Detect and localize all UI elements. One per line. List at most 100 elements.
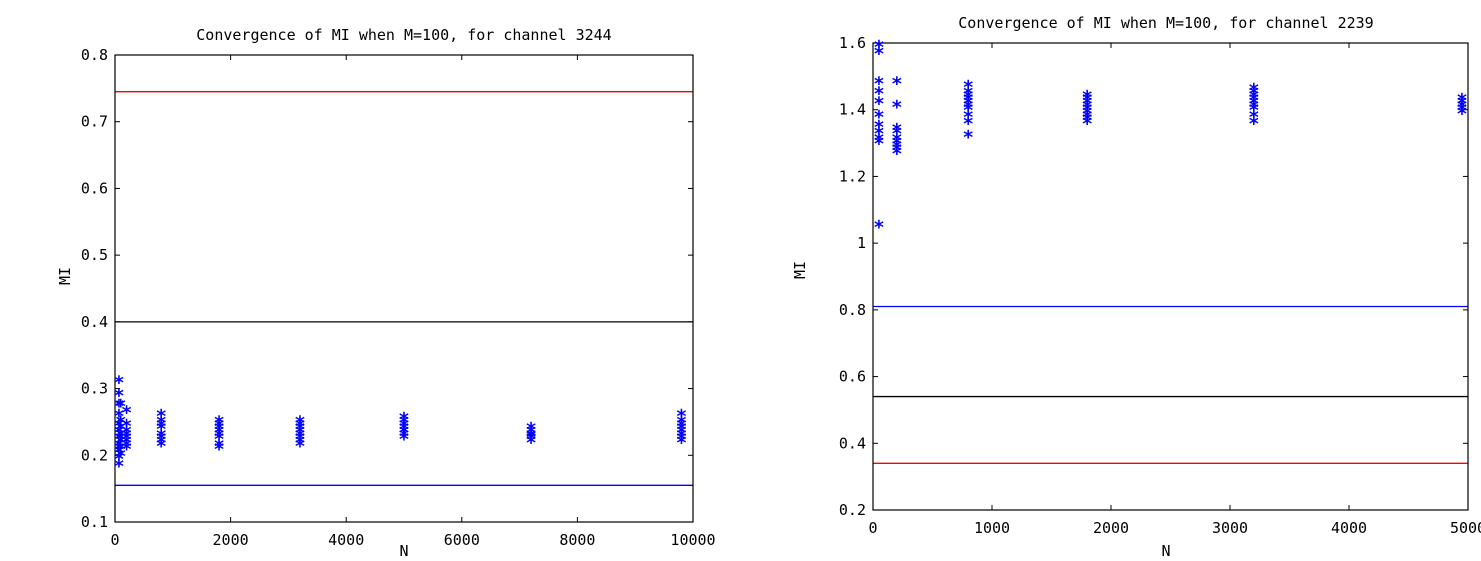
y-tick-label: 0.6: [81, 179, 108, 197]
data-point: *: [1248, 100, 1259, 122]
data-point: *: [213, 415, 224, 437]
data-point: *: [121, 439, 132, 461]
x-tick-label: 8000: [559, 531, 595, 549]
data-point: *: [115, 439, 126, 461]
data-point: *: [156, 429, 167, 451]
chart-channel-3244: Convergence of MI when M=100, for channe…: [56, 26, 716, 560]
data-point: *: [891, 120, 902, 142]
plot-frame: [872, 42, 1469, 511]
data-point: *: [962, 83, 973, 105]
x-tick-label: 2000: [213, 531, 249, 549]
data-point: *: [113, 439, 124, 461]
data-point: *: [113, 442, 124, 464]
data-point: *: [525, 425, 536, 447]
data-point: *: [525, 419, 536, 441]
data-point: *: [113, 405, 124, 427]
data-point: *: [156, 432, 167, 454]
x-axis-label: N: [399, 542, 408, 560]
data-point: *: [156, 435, 167, 457]
data-point: *: [213, 425, 224, 447]
data-point: *: [1248, 86, 1259, 108]
data-point: *: [873, 216, 884, 238]
data-point: *: [1456, 96, 1467, 118]
data-point: *: [1456, 103, 1467, 125]
data-point: *: [113, 449, 124, 471]
x-tick-label: 3000: [1212, 519, 1248, 537]
data-point: *: [525, 422, 536, 444]
data-point: *: [1081, 110, 1092, 132]
x-tick-label: 0: [868, 519, 877, 537]
data-point: *: [1456, 100, 1467, 122]
data-point: *: [1456, 93, 1467, 115]
data-point: *: [891, 73, 902, 95]
data-point: *: [676, 429, 687, 451]
data-point: *: [121, 429, 132, 451]
data-point: *: [962, 106, 973, 128]
data-point: *: [676, 415, 687, 437]
data-point: *: [113, 429, 124, 451]
data-point: *: [115, 445, 126, 467]
x-tick-label: 6000: [444, 531, 480, 549]
data-point: *: [873, 43, 884, 65]
y-axis-label: MI: [791, 261, 809, 279]
x-tick-label: 4000: [328, 531, 364, 549]
data-point: *: [873, 133, 884, 155]
data-point: *: [398, 409, 409, 431]
y-tick-label: 1: [857, 234, 866, 252]
x-tick-label: 4000: [1331, 519, 1367, 537]
data-point: *: [294, 425, 305, 447]
data-point: *: [873, 73, 884, 95]
data-point: *: [398, 422, 409, 444]
plot-frame: [114, 54, 694, 523]
data-point: *: [873, 83, 884, 105]
data-point: *: [1081, 103, 1092, 125]
data-point: *: [1081, 86, 1092, 108]
data-point: *: [398, 422, 409, 444]
y-tick-label: 0.4: [839, 434, 866, 452]
x-tick-label: 1000: [974, 519, 1010, 537]
data-point: *: [113, 385, 124, 407]
y-tick-label: 0.2: [839, 501, 866, 519]
data-point: *: [891, 140, 902, 162]
data-point: *: [962, 96, 973, 118]
chart-title: Convergence of MI when M=100, for channe…: [196, 26, 611, 44]
data-point: *: [156, 419, 167, 441]
y-tick-label: 0.8: [81, 46, 108, 64]
data-point: *: [873, 130, 884, 152]
data-point: *: [398, 419, 409, 441]
data-point: *: [398, 425, 409, 447]
data-point: *: [213, 419, 224, 441]
data-point: *: [891, 136, 902, 158]
data-point: *: [113, 395, 124, 417]
data-point: *: [213, 429, 224, 451]
y-tick-label: 0.4: [81, 313, 108, 331]
data-point: *: [1248, 96, 1259, 118]
data-point: *: [962, 113, 973, 135]
data-point: *: [676, 412, 687, 434]
data-point: *: [113, 455, 124, 477]
data-point: *: [1081, 113, 1092, 135]
data-point: *: [962, 93, 973, 115]
data-point: *: [962, 90, 973, 112]
data-point: *: [1248, 106, 1259, 128]
data-point: *: [294, 419, 305, 441]
data-point: *: [525, 429, 536, 451]
data-point: *: [113, 372, 124, 394]
data-point: *: [156, 415, 167, 437]
data-point: *: [1081, 96, 1092, 118]
data-point: *: [891, 143, 902, 165]
data-point: *: [1248, 113, 1259, 135]
data-point: *: [962, 126, 973, 148]
data-point: *: [398, 415, 409, 437]
data-point: *: [156, 425, 167, 447]
y-tick-label: 0.3: [81, 380, 108, 398]
y-tick-label: 0.5: [81, 246, 108, 264]
data-point: *: [1248, 83, 1259, 105]
data-point: *: [962, 76, 973, 98]
data-point: *: [294, 415, 305, 437]
data-point: *: [156, 412, 167, 434]
data-point: *: [1081, 90, 1092, 112]
y-tick-label: 1.6: [839, 34, 866, 52]
